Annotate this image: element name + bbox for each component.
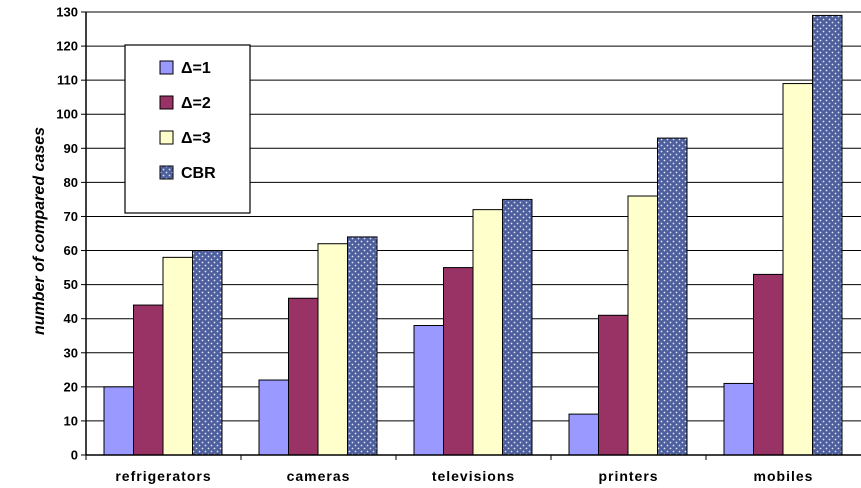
legend: Δ=1 Δ=2 Δ=3 CBR bbox=[124, 44, 251, 214]
y-tick-label: 80 bbox=[64, 175, 78, 190]
x-category-label: printers bbox=[598, 468, 658, 484]
bar bbox=[103, 386, 134, 456]
bar bbox=[568, 413, 599, 456]
bars bbox=[103, 14, 843, 456]
bar bbox=[288, 297, 319, 456]
bar bbox=[657, 137, 688, 456]
legend-label: CBR bbox=[181, 165, 216, 182]
x-category-label: mobiles bbox=[754, 468, 814, 484]
y-tick-label: 10 bbox=[64, 413, 78, 428]
bar bbox=[502, 198, 533, 456]
y-tick-label: 30 bbox=[64, 345, 78, 360]
bar bbox=[162, 256, 193, 456]
y-tick-label: 40 bbox=[64, 311, 78, 326]
y-tick-label: 110 bbox=[57, 73, 78, 88]
legend-label: Δ=3 bbox=[181, 130, 211, 147]
bar bbox=[812, 14, 843, 456]
legend-swatch bbox=[159, 60, 174, 75]
y-tick-label: 130 bbox=[56, 5, 78, 20]
y-axis-label: number of compared cases bbox=[31, 127, 48, 335]
bar bbox=[598, 314, 629, 456]
y-tick-label: 120 bbox=[56, 39, 78, 54]
bar bbox=[347, 236, 378, 456]
x-category-label: refrigerators bbox=[115, 468, 211, 484]
legend-swatch bbox=[159, 130, 174, 145]
y-tick-label: 60 bbox=[64, 243, 78, 258]
x-category-label: cameras bbox=[287, 468, 351, 484]
bar bbox=[133, 304, 164, 456]
bar bbox=[413, 325, 444, 456]
y-tick-label: 100 bbox=[56, 107, 78, 122]
bar bbox=[443, 267, 474, 456]
x-category-label: televisions bbox=[432, 468, 515, 484]
y-tick-label: 50 bbox=[64, 277, 78, 292]
y-tick-label: 70 bbox=[64, 209, 78, 224]
bar bbox=[472, 209, 503, 456]
bar bbox=[782, 83, 813, 456]
axes bbox=[85, 12, 861, 460]
bar bbox=[627, 195, 658, 456]
y-axis-ticks: 0 10 20 30 40 50 60 70 80 90 100 110 120 130 bbox=[56, 5, 86, 463]
bar bbox=[753, 273, 784, 456]
bar bbox=[317, 243, 348, 456]
legend-label: Δ=1 bbox=[181, 60, 211, 77]
legend-swatch bbox=[159, 95, 174, 110]
bar bbox=[723, 382, 754, 456]
legend-box bbox=[124, 44, 251, 214]
y-tick-label: 20 bbox=[64, 379, 78, 394]
bar bbox=[258, 379, 289, 456]
y-tick-label: 90 bbox=[64, 141, 78, 156]
y-tick-label: 0 bbox=[71, 448, 78, 463]
bar bbox=[192, 250, 223, 456]
legend-swatch bbox=[159, 165, 174, 180]
legend-label: Δ=2 bbox=[181, 95, 211, 112]
x-axis-categories: refrigerators cameras televisions printers m… bbox=[115, 468, 814, 484]
